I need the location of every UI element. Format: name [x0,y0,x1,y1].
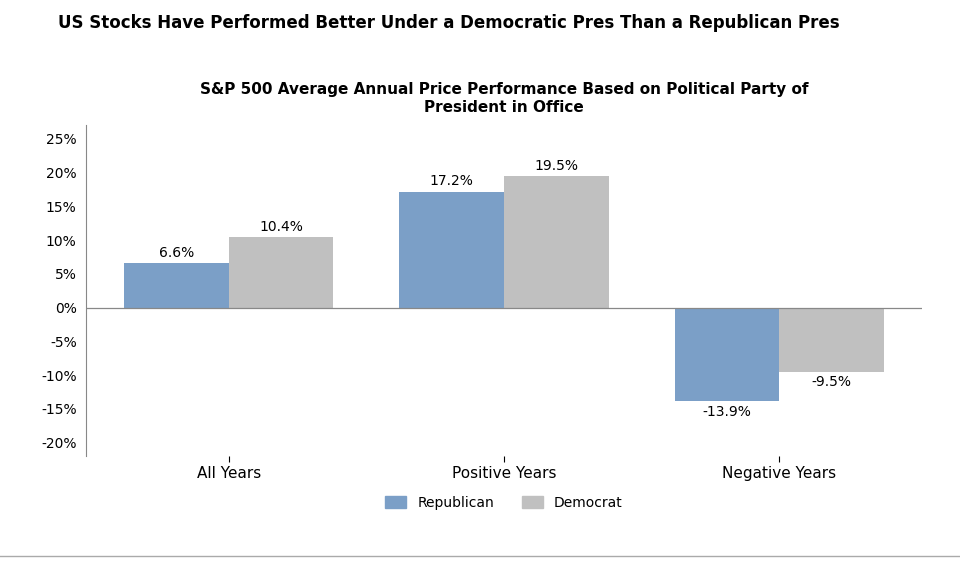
Text: -9.5%: -9.5% [811,375,852,389]
Text: 17.2%: 17.2% [430,174,473,188]
Bar [675,308,780,401]
Text: 6.6%: 6.6% [159,246,194,260]
Text: -13.9%: -13.9% [703,405,752,419]
Legend: Republican, Democrat: Republican, Democrat [380,490,628,515]
Bar [399,192,504,308]
Bar [780,308,883,372]
Text: 19.5%: 19.5% [535,158,578,173]
Bar [504,176,609,308]
Text: 10.4%: 10.4% [259,220,303,234]
Bar [125,263,228,308]
Title: S&P 500 Average Annual Price Performance Based on Political Party of
President i: S&P 500 Average Annual Price Performance… [200,82,808,115]
Bar [228,237,333,308]
Text: US Stocks Have Performed Better Under a Democratic Pres Than a Republican Pres: US Stocks Have Performed Better Under a … [58,14,839,32]
